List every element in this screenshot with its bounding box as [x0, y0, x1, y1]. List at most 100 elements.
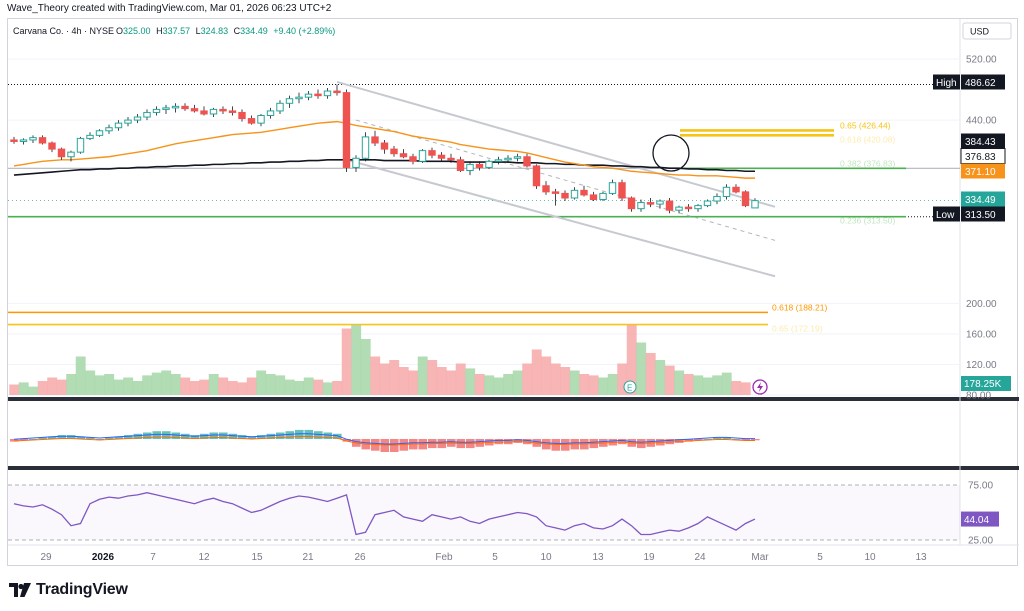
time-tick-label: 29 — [40, 552, 52, 563]
volume-bar — [170, 374, 181, 395]
channel-line-mid[interactable] — [355, 119, 776, 241]
rsi-band — [8, 485, 960, 540]
pane-separator[interactable] — [8, 397, 1019, 401]
volume-bar — [579, 374, 590, 395]
macd-histogram-bar — [247, 436, 257, 439]
price-tag-ema200 — [961, 133, 1005, 149]
price-axis[interactable]: 520.00 440.00 200.00 160.00 120.00 80.00 75.00… — [966, 55, 997, 547]
volume-bar — [294, 381, 305, 395]
volume-bar — [702, 377, 713, 395]
macd-histogram-bar — [57, 435, 67, 439]
candle-body — [418, 150, 427, 162]
price-tag-low — [961, 206, 1005, 222]
macd-histogram-bar — [266, 433, 276, 439]
candle-body — [599, 192, 607, 201]
candle-body — [57, 148, 66, 158]
candle-body — [456, 159, 465, 171]
macd-histogram-bar — [162, 431, 171, 439]
candle-body — [285, 98, 294, 104]
candle-body — [333, 90, 341, 94]
volume-bar — [142, 375, 153, 395]
fib-label: 0.618 (188.21) — [772, 302, 827, 312]
candle-body — [741, 191, 750, 207]
macd-histogram-bar — [323, 432, 333, 439]
candle-body — [266, 110, 275, 117]
macd-histogram-bar — [67, 435, 76, 439]
currency-badge[interactable]: USD — [962, 22, 1012, 40]
price-tag-value: 371.10 — [965, 167, 996, 178]
time-tick-label: 24 — [694, 552, 706, 563]
candle-body — [76, 137, 85, 153]
price-tag-value: 376.83 — [965, 152, 996, 163]
macd-histogram-bar — [732, 439, 741, 440]
volume-bar — [275, 375, 286, 395]
volume-bar — [617, 363, 628, 395]
fib-label: 0.236 (313.50) — [840, 216, 895, 226]
candle-body — [152, 108, 161, 113]
time-tick-label: 10 — [864, 552, 876, 563]
macd-histogram-bar — [342, 439, 352, 442]
volume-bar — [655, 360, 666, 395]
volume-bar — [569, 370, 580, 395]
channel-line-lower[interactable] — [346, 158, 776, 278]
candle-body — [504, 157, 512, 161]
time-tick-label: 26 — [354, 552, 366, 563]
earnings-icon-circle[interactable] — [623, 380, 637, 394]
time-tick-label: 10 — [540, 552, 552, 563]
rsi-pane — [8, 484, 960, 541]
volume-bar — [284, 379, 295, 395]
volume-bar — [151, 372, 162, 395]
price-tag-label: High — [936, 78, 957, 89]
candle-body — [713, 195, 721, 202]
trend-channel[interactable] — [336, 80, 776, 278]
candle-body — [228, 110, 237, 113]
candle-body — [67, 151, 75, 158]
channel-line-upper[interactable] — [336, 80, 776, 208]
credit-text: created with TradingView.com, Mar 01, 20… — [71, 3, 332, 14]
currency-label: USD — [970, 27, 990, 37]
macd-histogram-bar — [95, 439, 105, 440]
earnings-icon[interactable]: E — [623, 380, 637, 394]
currency-badge-box[interactable] — [962, 22, 1012, 40]
time-tick-label: 5 — [492, 552, 498, 563]
macd-histogram-bar — [257, 435, 266, 439]
candle-body — [133, 116, 142, 121]
time-axis[interactable]: 29 2026 7 12 15 21 26 Feb 5 10 13 19 24 Mar 5 10 13 — [40, 552, 927, 563]
pane-separator[interactable] — [8, 466, 1019, 470]
volume-bar — [313, 379, 324, 395]
candle-body — [19, 139, 28, 142]
macd-histogram-bar — [48, 436, 57, 439]
flash-icon[interactable] — [752, 379, 768, 395]
rsi-tag — [961, 511, 999, 527]
volume-bar — [636, 342, 647, 395]
volume-bar — [37, 381, 48, 395]
moving-averages — [13, 120, 755, 179]
macd-histogram-bar — [675, 439, 684, 443]
ema50-line — [13, 120, 755, 179]
volume-bar — [85, 370, 96, 395]
candle-body — [513, 156, 522, 159]
candle-body — [532, 165, 541, 187]
grid-lines — [8, 58, 960, 396]
price-chart[interactable]: Carvana Co. · 4h · NYSE O325.00 H337.57 … — [8, 19, 1019, 567]
candle-body — [380, 142, 389, 150]
rsi-tick-label: 25.00 — [968, 536, 993, 547]
time-tick-label: 21 — [302, 552, 314, 563]
fib-label: 0.65 (172.19) — [772, 324, 823, 334]
volume-bar — [740, 382, 751, 395]
volume-bar — [180, 377, 191, 395]
volume-bar — [237, 382, 248, 395]
highlight-circle[interactable] — [652, 134, 690, 172]
candle-body — [304, 93, 313, 98]
candle-body — [181, 105, 189, 110]
macd-histogram-bar — [228, 433, 238, 439]
candle-body — [361, 136, 370, 159]
time-tick-label: 2026 — [92, 552, 115, 563]
macd-histogram-bar — [10, 439, 19, 442]
tradingview-logo-icon — [9, 583, 31, 597]
volume-bar — [246, 377, 257, 395]
volume-bar — [332, 381, 343, 395]
price-tag-label-box — [933, 74, 960, 90]
chart-credit: Wave_Theory created with TradingView.com… — [7, 3, 331, 14]
volume-bar — [598, 377, 609, 395]
